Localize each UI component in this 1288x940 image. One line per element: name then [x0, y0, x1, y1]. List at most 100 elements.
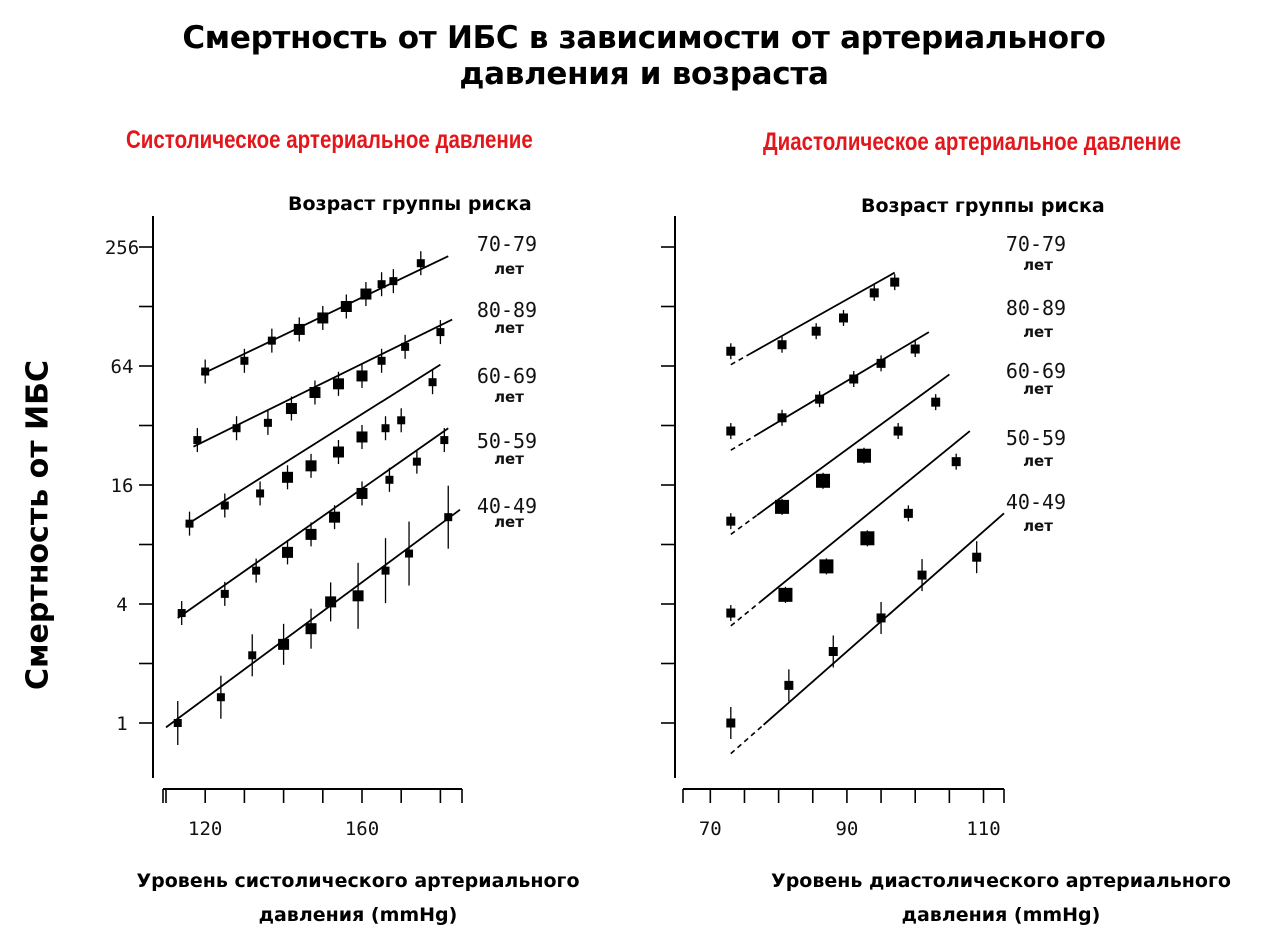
systolic-series-50-59-point — [440, 436, 449, 445]
systolic-series-60-69-point — [305, 460, 317, 472]
diastolic-series-50-59-point — [951, 457, 961, 467]
systolic-series-80-89-legend-label: 80-89 — [477, 298, 537, 322]
systolic-series-70-79-point — [332, 378, 344, 390]
systolic-series-40-49-point — [381, 566, 390, 575]
systolic-series-40-49-point — [405, 549, 414, 558]
diastolic-series-60-69-fit-dashed — [730, 514, 758, 536]
systolic-x-axis-label-line-1: Уровень систолического артериального — [136, 870, 580, 892]
systolic-series-80-89-point — [267, 336, 276, 345]
diastolic-series-40-49-point — [726, 718, 736, 728]
systolic-series-50-59-point — [329, 511, 341, 523]
systolic-series-50-59-legend-unit: лет — [494, 450, 524, 468]
diastolic-series-60-69-fit-line — [756, 373, 950, 516]
systolic-y-tick-label: 4 — [116, 594, 127, 616]
systolic-series-50-59-legend-label: 50-59 — [477, 429, 537, 453]
diastolic-x-axis-label: Уровень диастолического артериального да… — [771, 864, 1231, 932]
diastolic-series-40-49-point — [828, 647, 838, 657]
diastolic-legend-title: Возраст группы риска — [861, 195, 1105, 217]
systolic-series-80-89-point — [201, 367, 210, 376]
diastolic-series-50-59-fit-line — [758, 430, 971, 604]
systolic-x-axis-label-line-2: давления (mmHg) — [258, 904, 458, 926]
systolic-series-70-79-point — [356, 370, 368, 382]
systolic-series-60-69-point — [332, 446, 344, 458]
diastolic-series-60-69-legend-unit: лет — [1023, 380, 1053, 398]
diastolic-x-axis-label-line-2: давления (mmHg) — [901, 904, 1101, 926]
systolic-series-50-59-point — [282, 546, 294, 558]
systolic-series-70-79-point — [401, 342, 410, 351]
systolic-series-70-79-point — [193, 436, 202, 445]
systolic-x-tick-label: 160 — [345, 818, 379, 840]
diastolic-series-70-79-legend-unit: лет — [1023, 256, 1053, 274]
systolic-series-50-59-fit-line — [177, 427, 449, 619]
diastolic-series-40-49-legend-unit: лет — [1023, 517, 1053, 535]
systolic-chart-title: Систолическое артериальное давление — [126, 126, 533, 154]
diastolic-series-80-89-legend-label: 80-89 — [1006, 296, 1066, 320]
systolic-series-60-69-point — [428, 378, 437, 387]
systolic-series-60-69-point — [381, 424, 390, 433]
systolic-series-70-79-legend-label: 70-79 — [477, 232, 537, 256]
diastolic-series-60-69-point — [726, 516, 736, 526]
title-line-2: давления и возраста — [459, 56, 829, 92]
systolic-y-tick-label: 256 — [105, 237, 139, 259]
systolic-series-50-59-point — [177, 609, 186, 618]
systolic-series-60-69-point — [256, 489, 265, 498]
diastolic-series-40-49-legend-label: 40-49 — [1006, 490, 1066, 514]
diastolic-series-80-89-point — [726, 346, 736, 356]
systolic-series-80-89-point — [377, 280, 386, 289]
diastolic-series-50-59-point — [819, 559, 834, 574]
diastolic-series-80-89-point — [839, 313, 848, 323]
systolic-series-50-59-point — [412, 457, 421, 466]
systolic-series-80-89-point — [317, 312, 329, 324]
systolic-series-50-59-point — [305, 528, 317, 540]
diastolic-series-60-69-point — [816, 473, 831, 488]
systolic-series-60-69-legend-unit: лет — [494, 388, 524, 406]
diastolic-series-40-49-point — [784, 680, 794, 690]
diastolic-series-50-59-point — [860, 531, 875, 546]
diastolic-series-50-59-point — [903, 508, 913, 518]
systolic-x-axis-label: Уровень систолического артериального дав… — [137, 864, 580, 932]
diastolic-series-40-49-point — [972, 552, 982, 562]
systolic-series-50-59-point — [220, 589, 229, 598]
systolic-series-80-89-legend-unit: лет — [494, 319, 524, 337]
systolic-series-40-49-legend-unit: лет — [494, 513, 524, 531]
diastolic-series-60-69-point — [931, 397, 941, 407]
systolic-series-70-79-point — [263, 418, 272, 427]
systolic-series-70-79-point — [377, 356, 386, 365]
systolic-series-80-89-point — [360, 288, 372, 300]
diastolic-series-50-59-point — [778, 587, 793, 602]
diastolic-series-60-69-point — [775, 499, 790, 514]
systolic-series-40-49-point — [248, 651, 257, 660]
diastolic-series-50-59-legend-label: 50-59 — [1006, 426, 1066, 450]
systolic-series-60-69-legend-label: 60-69 — [477, 364, 537, 388]
diastolic-series-40-49-point — [917, 570, 927, 580]
diastolic-series-40-49-point — [876, 613, 886, 623]
systolic-series-40-49-legend-label: 40-49 — [477, 494, 537, 518]
systolic-series-40-49-fit-line — [165, 508, 461, 729]
systolic-series-80-89-point — [293, 323, 305, 335]
diastolic-series-50-59-legend-unit: лет — [1023, 452, 1053, 470]
systolic-series-40-49-point — [352, 590, 364, 602]
systolic-series-80-89-point — [416, 259, 425, 268]
systolic-series-60-69-point — [185, 519, 194, 528]
diastolic-series-70-79-point — [849, 374, 859, 384]
systolic-y-tick-label: 64 — [111, 356, 134, 378]
diastolic-series-70-79-point — [777, 413, 787, 423]
systolic-series-80-89-point — [340, 301, 352, 312]
diastolic-x-axis-label-line-1: Уровень диастолического артериального — [771, 870, 1231, 892]
systolic-series-60-69-point — [356, 431, 368, 443]
diastolic-series-70-79-point — [876, 358, 886, 368]
systolic-series-70-79-point — [436, 328, 445, 337]
diastolic-series-60-69-point — [893, 426, 903, 436]
diastolic-series-70-79-point — [726, 426, 736, 436]
systolic-x-tick-label: 120 — [188, 818, 222, 840]
diastolic-series-80-89-point — [869, 288, 879, 298]
systolic-series-70-79-point — [285, 403, 297, 415]
systolic-series-60-69-point — [220, 501, 229, 510]
diastolic-x-tick-label: 90 — [835, 818, 858, 840]
systolic-y-tick-label: 16 — [111, 475, 134, 497]
systolic-series-40-49-point — [278, 638, 290, 650]
diastolic-series-80-89-point — [811, 326, 821, 336]
systolic-series-40-49-point — [325, 596, 337, 608]
systolic-series-40-49-point — [173, 719, 182, 727]
